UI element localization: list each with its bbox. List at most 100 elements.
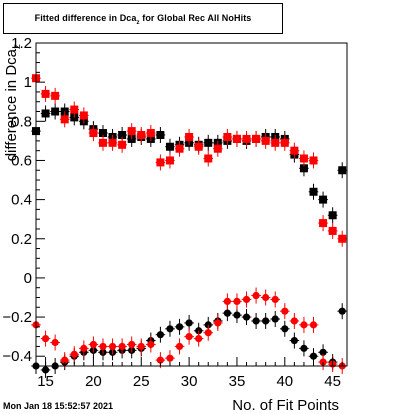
data-point (242, 134, 251, 143)
data-point (70, 350, 78, 358)
data-point (261, 136, 270, 145)
data-point (213, 144, 222, 153)
data-point (328, 226, 337, 235)
data-point (166, 354, 174, 362)
data-point (185, 333, 193, 341)
data-point (185, 319, 193, 327)
data-point (300, 321, 308, 329)
x-tick-label: 45 (324, 373, 341, 390)
title-box: Fitted difference in Dcaz for Global Rec… (3, 3, 283, 34)
data-point (252, 134, 261, 143)
data-point (338, 234, 347, 243)
data-point (232, 134, 241, 143)
data-point (309, 352, 318, 360)
data-point (185, 132, 194, 141)
chart-title: Fitted difference in Dcaz for Global Rec… (34, 13, 252, 26)
data-point (51, 91, 60, 100)
data-point (70, 105, 79, 114)
y-tick-label: 0.2 (11, 231, 32, 248)
data-point (223, 132, 232, 141)
data-point (290, 146, 299, 155)
data-point (108, 138, 117, 147)
data-point (233, 311, 241, 319)
y-tick-label: 0.6 (11, 152, 32, 169)
plot-frame (35, 42, 348, 367)
x-tick-label: 35 (229, 373, 246, 390)
data-point (233, 297, 241, 305)
data-point (89, 340, 98, 349)
data-point (147, 340, 155, 349)
axes: 15 20 25 30 35 40 45 −0.4 −0.2 0 0.2 0.4 0.6 0.8 1 1.2 (2, 35, 343, 390)
data-point (137, 342, 145, 351)
y-tick-label: 1.2 (11, 35, 32, 52)
series-1 (31, 70, 347, 247)
data-point (175, 144, 184, 153)
data-point (166, 325, 174, 333)
data-point (118, 140, 127, 149)
data-point (41, 89, 50, 98)
data-point (175, 323, 184, 331)
data-point (108, 342, 117, 351)
data-point (319, 219, 328, 228)
data-point (223, 309, 231, 317)
data-point (204, 329, 212, 337)
y-axis-title: difference in Dcaz (3, 44, 23, 161)
data-point (41, 366, 50, 374)
data-point (262, 317, 270, 325)
y-tick-label: −0.2 (2, 309, 32, 326)
data-point (309, 156, 318, 165)
data-point (280, 138, 289, 147)
data-point (299, 164, 308, 173)
data-point (290, 317, 298, 325)
data-point (252, 317, 260, 325)
data-point (137, 131, 146, 140)
data-point (156, 356, 164, 364)
series-2 (31, 303, 347, 378)
data-point (319, 348, 327, 356)
x-tick-label: 25 (133, 373, 150, 390)
data-point (194, 142, 203, 151)
data-point (118, 342, 126, 351)
x-tick-label: 15 (37, 373, 54, 390)
data-point (319, 195, 328, 204)
data-point (165, 142, 174, 151)
x-tick-label: 40 (276, 373, 293, 390)
data-point (156, 331, 164, 339)
data-point (204, 138, 213, 147)
data-point (60, 115, 69, 124)
data-marks (31, 70, 347, 378)
data-point (309, 187, 318, 196)
data-point (252, 291, 260, 300)
data-point (79, 111, 88, 120)
data-point (41, 109, 50, 118)
data-point (156, 131, 165, 140)
x-tick-label: 20 (85, 373, 102, 390)
y-tick-label: −0.4 (2, 348, 32, 365)
data-point (223, 297, 231, 305)
data-point (98, 129, 107, 138)
data-point (300, 344, 308, 352)
data-point (89, 129, 98, 138)
data-point (299, 154, 308, 163)
y-tick-label: 0.8 (11, 113, 32, 130)
data-point (156, 158, 165, 167)
data-point (338, 307, 346, 315)
x-axis-title: No. of Fit Points (232, 397, 339, 414)
data-point (99, 342, 107, 351)
y-tick-label: 1 (24, 74, 32, 91)
data-point (195, 334, 203, 343)
data-point (61, 356, 69, 364)
data-point (309, 321, 318, 329)
data-point (262, 293, 270, 302)
data-point (271, 315, 279, 323)
series-0 (31, 103, 347, 224)
data-point (118, 131, 127, 140)
data-point (128, 340, 136, 349)
data-point (281, 307, 289, 315)
data-point (328, 211, 337, 220)
data-point (271, 295, 279, 304)
data-point (204, 154, 213, 163)
data-point (80, 344, 88, 352)
data-point (51, 107, 60, 116)
